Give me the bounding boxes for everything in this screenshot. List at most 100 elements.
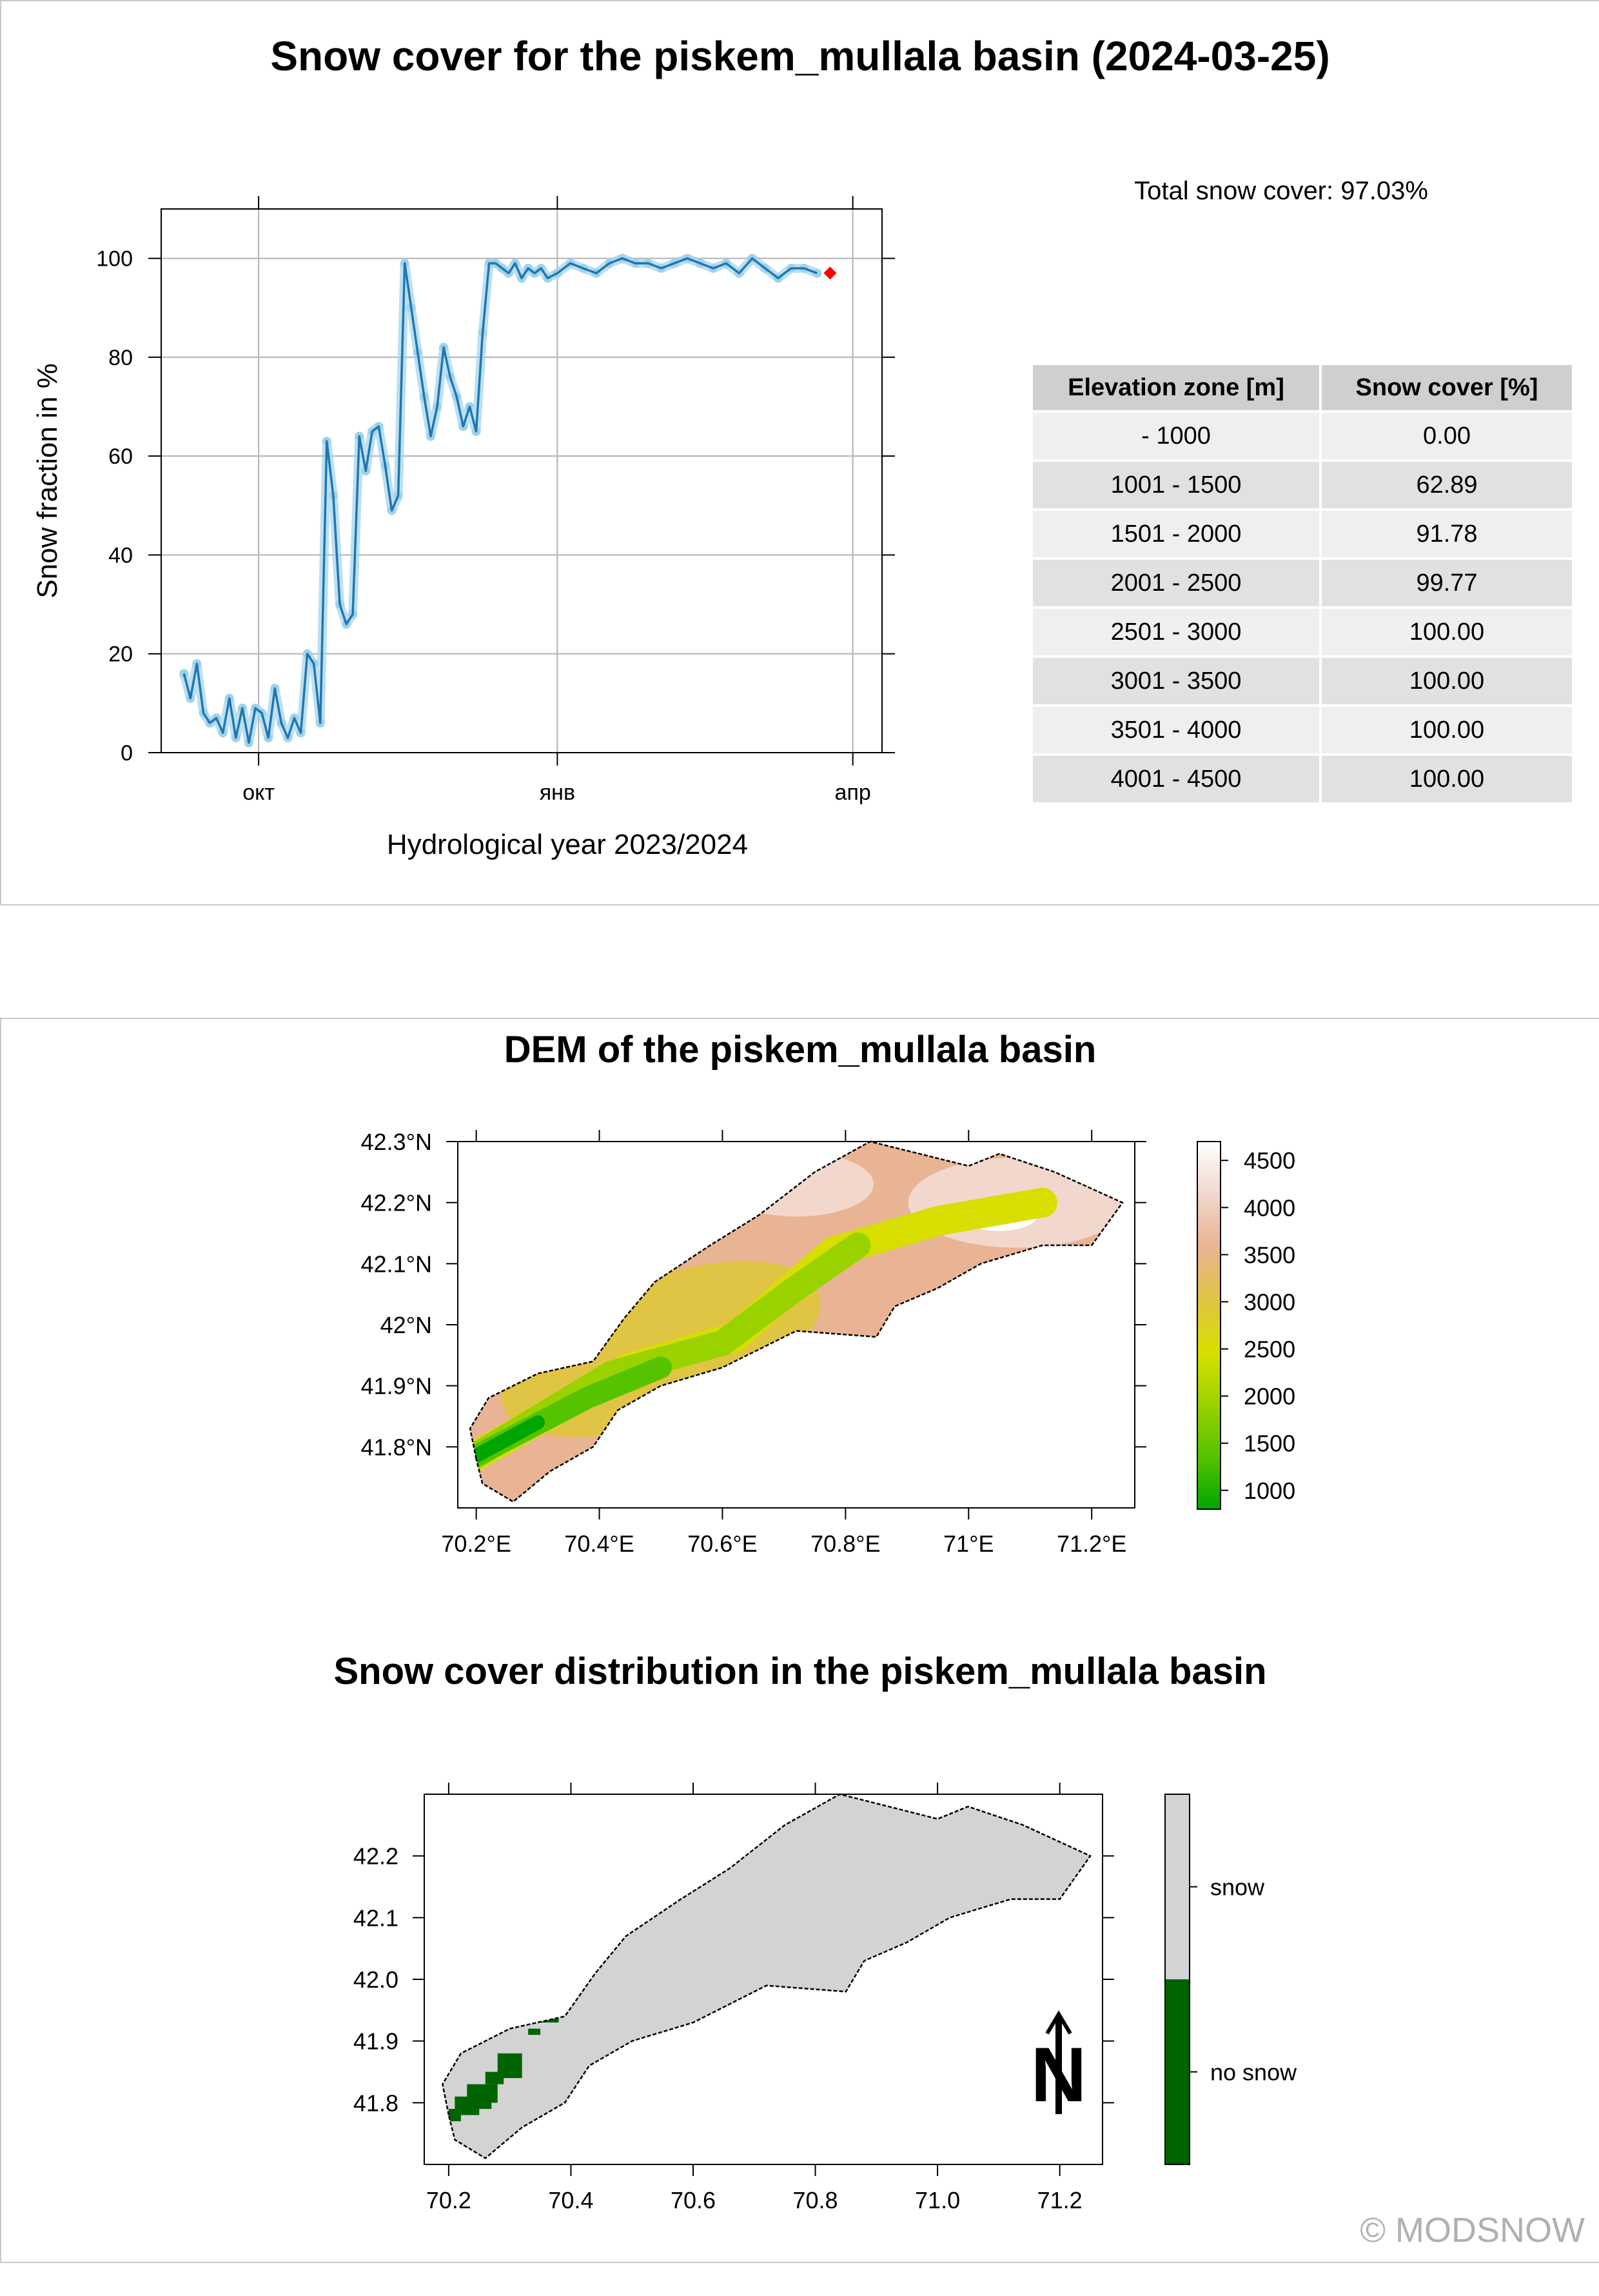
legend-label: 3000	[1244, 1289, 1295, 1315]
table-row: 3501 - 4000 100.00	[1033, 707, 1572, 753]
legend-label: 1500	[1244, 1430, 1295, 1457]
snow-fraction-line-chart: окт янв апр 0 20 40 60 80 100 Hydrological year 2…	[32, 196, 895, 860]
y-tick-label: 20	[108, 642, 133, 667]
dem-legend-bar	[1197, 1141, 1221, 1510]
legend-label: 1000	[1244, 1478, 1295, 1504]
series-halo	[179, 253, 819, 747]
y-tick-label: 42.0	[353, 1966, 398, 1993]
no-snow-patch	[448, 2108, 461, 2122]
table-cell: 100.00	[1322, 609, 1572, 655]
y-tick-label: 0	[121, 741, 133, 766]
plot-frame	[161, 208, 883, 753]
total-snow-cover-label: Total snow cover: 97.03%	[1134, 177, 1428, 205]
y-axis-label: Snow fraction in %	[32, 363, 63, 598]
x-tick-label: 71.0	[915, 2187, 960, 2213]
table-header-cell: Snow cover [%]	[1322, 365, 1572, 410]
x-tick-label: 70.6	[671, 2187, 716, 2213]
basin-outline	[442, 1793, 1092, 2159]
snow-area	[442, 1794, 1090, 2159]
x-axis-label: Hydrological year 2023/2024	[387, 829, 748, 860]
snow-map-title: Snow cover distribution in the piskem_mu…	[333, 1650, 1267, 1692]
x-tick-label: янв	[540, 780, 575, 805]
y-tick-label: 42°N	[380, 1312, 432, 1338]
table-cell: 99.77	[1322, 560, 1572, 606]
snow-distribution-map: 70.2 70.4 70.6 70.8 71.0 71.2 41.8 41.9 42.0 42.1…	[353, 1783, 1297, 2213]
series-line	[182, 257, 818, 744]
x-tick-label: 70.8	[793, 2187, 838, 2213]
dem-band-1000	[470, 1415, 545, 1467]
legend-label: 4500	[1244, 1147, 1295, 1174]
table-cell: 1501 - 2000	[1033, 511, 1319, 557]
legend-label: 3500	[1244, 1242, 1295, 1268]
copyright-notice: © MODSNOW	[1360, 2211, 1585, 2250]
table-cell: 2501 - 3000	[1033, 609, 1319, 655]
table-cell: - 1000	[1033, 413, 1319, 459]
x-tick-label: 71.2	[1037, 2187, 1083, 2213]
x-tick-label: 70.6°E	[687, 1530, 757, 1557]
y-tick-label: 42.1	[353, 1905, 398, 1931]
legend-label: 2500	[1244, 1336, 1295, 1363]
table-row: 3001 - 3500 100.00	[1033, 658, 1572, 704]
legend-label: 2000	[1244, 1383, 1295, 1410]
table-cell: 100.00	[1322, 707, 1572, 753]
north-arrow-label: N	[1031, 2032, 1087, 2118]
legend-frame	[1164, 1794, 1190, 2165]
table-row: 2501 - 3000 100.00	[1033, 609, 1572, 655]
current-value-marker	[823, 266, 837, 280]
table-cell: 3001 - 3500	[1033, 658, 1319, 704]
x-tick-label: 71.2°E	[1057, 1530, 1126, 1557]
x-tick-label: 70.2	[426, 2187, 471, 2213]
dem-map: 70.2°E 70.4°E 70.6°E 70.8°E 71°E 71.2°E 41.8°N…	[361, 1129, 1296, 1557]
no-snow-patch	[540, 2010, 559, 2023]
dem-band-4000	[719, 1152, 874, 1217]
y-tick-label: 41.8	[353, 2090, 398, 2116]
x-tick-label: апр	[835, 780, 871, 805]
table-row: 4001 - 4500 100.00	[1033, 756, 1572, 802]
north-arrow-head	[1045, 2010, 1072, 2035]
table-header-row: Elevation zone [m] Snow cover [%]	[1033, 365, 1572, 410]
basin-fill-group	[470, 1142, 1123, 1502]
y-tick-label: 41.9	[353, 2028, 398, 2055]
no-snow-patch	[473, 2096, 492, 2109]
dem-map-title: DEM of the piskem_mullala basin	[504, 1029, 1097, 1071]
data-point	[179, 669, 189, 678]
no-snow-patch	[553, 2004, 565, 2017]
table-cell: 0.00	[1322, 413, 1572, 459]
legend-snow-swatch	[1165, 1794, 1190, 1979]
legend-label: snow	[1210, 1874, 1265, 1901]
table-row: 1001 - 1500 62.89	[1033, 462, 1572, 508]
legend-no-snow-swatch	[1165, 1979, 1190, 2164]
y-tick-label: 80	[108, 346, 133, 370]
table-row: - 1000 0.00	[1033, 413, 1572, 459]
table-header-cell: Elevation zone [m]	[1033, 365, 1319, 410]
y-tick-label: 60	[108, 444, 133, 469]
y-tick-label: 40	[108, 543, 133, 568]
basin-outline	[469, 1140, 1124, 1503]
x-tick-label: окт	[242, 780, 275, 805]
table-row: 1501 - 2000 91.78	[1033, 511, 1572, 557]
x-tick-label: 70.4	[548, 2187, 593, 2213]
page-title: Snow cover for the piskem_mullala basin …	[270, 33, 1330, 79]
y-tick-label: 41.9°N	[361, 1373, 432, 1400]
y-tick-label: 42.1°N	[361, 1251, 432, 1277]
table-cell: 2001 - 2500	[1033, 560, 1319, 606]
legend-label: no snow	[1210, 2059, 1297, 2086]
table-cell: 100.00	[1322, 658, 1572, 704]
no-snow-patch	[528, 2028, 541, 2035]
y-tick-label: 42.2	[353, 1843, 398, 1870]
elevation-zone-table: Elevation zone [m] Snow cover [%] - 1000…	[1030, 362, 1574, 805]
x-tick-label: 70.2°E	[441, 1530, 511, 1557]
legend-label: 4000	[1244, 1194, 1295, 1221]
maps-panel: DEM of the piskem_mullala basin 70.2°E 70…	[0, 1018, 1599, 2263]
table-cell: 4001 - 4500	[1033, 756, 1319, 802]
table-row: 2001 - 2500 99.77	[1033, 560, 1572, 606]
y-tick-label: 42.2°N	[361, 1190, 432, 1216]
snow-cover-summary-panel: Snow cover for the piskem_mullala basin …	[0, 0, 1599, 906]
y-tick-label: 42.3°N	[361, 1129, 432, 1155]
basin-fill-group	[442, 1794, 1090, 2159]
table-cell: 100.00	[1322, 756, 1572, 802]
x-tick-label: 70.4°E	[564, 1530, 634, 1557]
table-cell: 91.78	[1322, 511, 1572, 557]
table-cell: 1001 - 1500	[1033, 462, 1319, 508]
x-tick-label: 71°E	[943, 1530, 994, 1557]
